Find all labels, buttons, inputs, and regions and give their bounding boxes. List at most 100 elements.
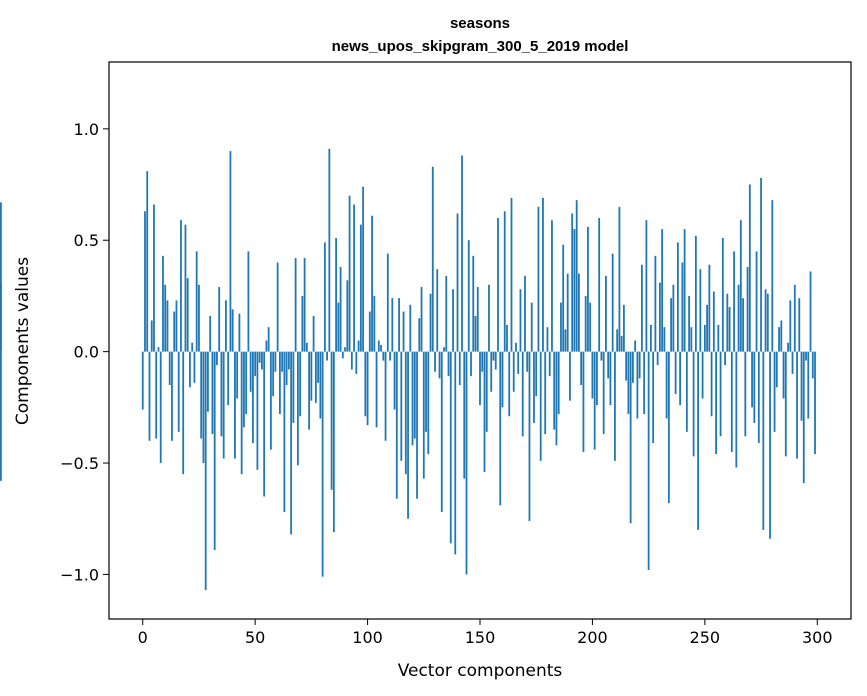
bar [632,351,634,383]
bar [717,324,720,352]
bar [798,298,801,352]
bar [272,351,275,397]
bar [618,206,621,352]
bar [249,351,252,392]
bar [721,238,724,352]
bar [164,284,167,352]
bar [323,242,326,352]
bar [679,351,682,406]
bar [544,351,547,435]
bar [447,351,450,377]
bar [787,342,789,352]
bar [582,351,585,452]
bar [371,215,373,352]
bar [359,224,362,352]
bar [296,351,299,466]
bar [710,351,713,417]
bar [0,284,2,352]
bar [393,351,396,410]
bar [222,351,225,459]
bar [159,351,162,464]
bar [146,171,149,352]
bar [548,351,551,377]
bar [652,351,655,443]
bar [166,300,169,352]
bar [431,166,434,352]
bar [537,206,540,352]
bar [344,347,346,352]
bar [479,351,481,406]
bar [395,351,398,499]
bar [234,351,236,459]
bar [211,351,214,435]
bar [528,351,531,521]
x-tick-label: 150 [465,628,496,647]
bar [501,351,504,408]
bar [301,295,304,352]
bar [807,351,810,419]
bar [409,304,412,352]
bar [623,304,625,352]
bar [269,351,272,450]
bar [245,351,248,415]
x-tick-label: 0 [138,628,148,647]
bar [256,351,259,470]
bar [629,351,632,524]
bar [499,351,502,506]
bar [791,351,794,374]
bar [171,351,173,441]
bar [456,213,459,352]
bar [191,342,194,352]
bar [168,351,171,386]
bar [292,351,295,423]
bar [225,300,227,352]
y-tick-label: 0.0 [74,343,99,362]
bar [751,351,753,408]
bar [243,351,245,428]
bar [521,351,524,437]
bar [658,282,661,352]
bar [748,184,751,352]
bar [177,351,180,432]
bar [515,342,517,352]
bar [341,351,344,359]
bar [746,266,749,352]
bar [530,302,533,352]
bar [375,351,378,428]
x-tick-label: 50 [245,628,265,647]
bar [510,197,513,352]
bar [656,351,659,366]
bar [789,300,792,352]
bar [602,351,605,435]
bar [328,148,331,352]
bar [627,351,630,415]
bar [207,351,209,412]
bar [564,329,567,352]
bar [535,351,538,397]
bar [771,200,774,352]
bar [775,351,778,388]
bar [665,351,668,419]
bar [764,289,767,352]
bar [607,351,610,379]
bar [557,351,560,415]
bar [636,351,639,419]
chart-subtitle: news_upos_skipgram_300_5_2019 model [332,38,629,55]
bar [285,351,288,386]
bar [182,351,185,475]
bar [753,351,756,423]
bar [719,351,722,437]
bar [308,351,311,430]
bar [683,229,686,352]
bar [364,351,367,417]
bar [247,251,250,352]
bar [310,351,313,401]
bar [213,351,216,550]
bars-group [0,148,816,591]
bar [240,351,243,475]
bar [290,351,293,535]
x-tick-label: 100 [352,628,383,647]
bar [452,289,454,352]
bar [694,235,697,352]
bar [800,351,803,421]
